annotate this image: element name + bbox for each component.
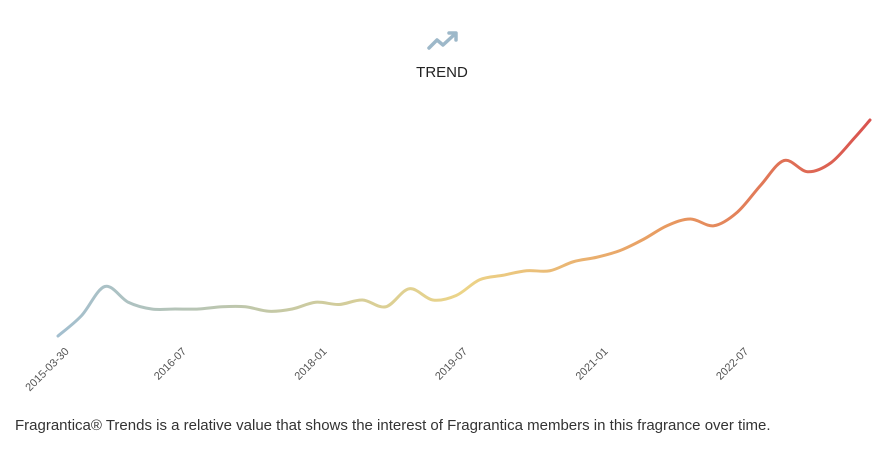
trend-line bbox=[56, 118, 872, 338]
x-tick-label: 2018-01 bbox=[293, 346, 330, 383]
x-tick-label: 2016-07 bbox=[152, 346, 189, 383]
footnote: Fragrantica® Trends is a relative value … bbox=[15, 417, 771, 434]
x-tick-label: 2019-07 bbox=[433, 346, 470, 383]
x-tick-label: 2022-07 bbox=[714, 346, 751, 383]
trend-icon bbox=[427, 31, 458, 50]
x-tick-label: 2015-03-30 bbox=[23, 346, 71, 394]
chart-title: TREND bbox=[416, 64, 468, 81]
x-tick-label: 2021-01 bbox=[574, 346, 611, 383]
